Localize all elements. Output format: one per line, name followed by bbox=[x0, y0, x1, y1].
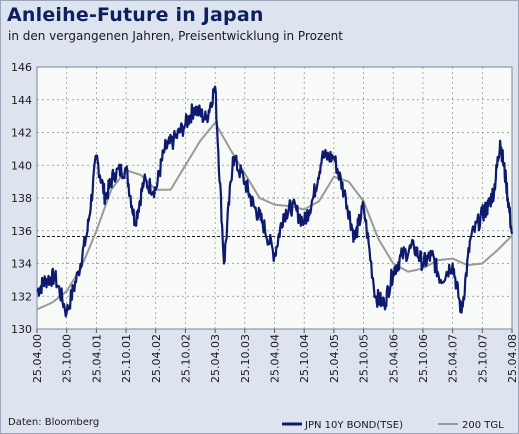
y-tick-label: 140 bbox=[11, 159, 32, 172]
y-tick-label: 146 bbox=[11, 61, 32, 74]
y-tick-label: 132 bbox=[11, 290, 32, 303]
x-tick-label: 25.10.02 bbox=[179, 334, 192, 383]
x-axis: 25.04.00 25.10.00 25.04.01 25.10.01 25.04.02… bbox=[31, 329, 519, 383]
chart-title: Anleihe-Future in Japan bbox=[7, 4, 264, 26]
data-source: Daten: Bloomberg bbox=[8, 417, 100, 428]
x-tick-label: 25.04.05 bbox=[328, 334, 341, 383]
x-tick-label: 25.04.02 bbox=[150, 334, 163, 383]
x-tick-label: 25.10.00 bbox=[61, 334, 74, 383]
x-tick-label: 25.04.01 bbox=[90, 334, 103, 383]
x-tick-label: 25.10.06 bbox=[417, 334, 430, 383]
y-tick-label: 144 bbox=[11, 94, 32, 107]
x-tick-label: 25.04.07 bbox=[447, 334, 460, 383]
x-tick-label: 25.04.04 bbox=[269, 334, 282, 383]
x-tick-label: 25.10.04 bbox=[298, 334, 311, 383]
legend: JPN 10Y BOND(TSE) 200 TGL bbox=[282, 420, 504, 431]
x-tick-label: 25.04.03 bbox=[209, 334, 222, 383]
series-jpn-10y-bond-line bbox=[36, 85, 514, 318]
y-tick-label: 138 bbox=[11, 192, 32, 205]
x-tick-label: 25.04.06 bbox=[387, 334, 400, 383]
legend-label-200tgl: 200 TGL bbox=[462, 420, 504, 431]
chart-subtitle: in den vergangenen Jahren, Preisentwickl… bbox=[8, 29, 343, 43]
y-tick-label: 134 bbox=[11, 258, 32, 271]
y-axis: 130 132 134 136 138 140 142 144 146 bbox=[11, 61, 32, 336]
x-tick-label: 25.10.03 bbox=[239, 334, 252, 383]
x-tick-label: 25.10.01 bbox=[120, 334, 133, 383]
y-tick-label: 130 bbox=[11, 323, 32, 336]
x-tick-label: 25.10.07 bbox=[476, 334, 489, 383]
y-tick-label: 142 bbox=[11, 127, 32, 140]
x-tick-label: 25.04.00 bbox=[31, 334, 44, 383]
y-tick-label: 136 bbox=[11, 225, 32, 238]
legend-label-jpn: JPN 10Y BOND(TSE) bbox=[304, 420, 403, 431]
x-tick-label: 25.04.08 bbox=[506, 334, 519, 383]
series-200-tgl-line bbox=[36, 120, 513, 311]
x-tick-label: 25.10.05 bbox=[358, 334, 371, 383]
